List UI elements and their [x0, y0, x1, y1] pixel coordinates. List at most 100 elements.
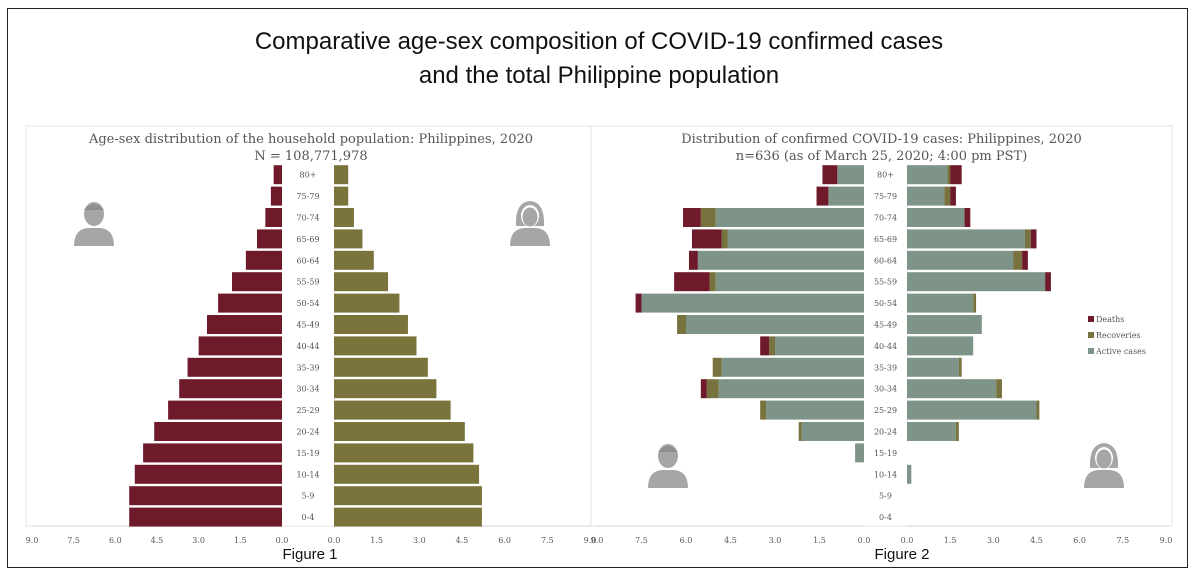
- age-group-label: 70-74: [874, 214, 897, 223]
- bar-male-recoveries: [706, 379, 719, 399]
- bar-female-recoveries: [958, 357, 962, 377]
- x-tick-label: 3.0: [987, 536, 1000, 545]
- bar-male-deaths: [691, 229, 722, 249]
- bar-male: [168, 400, 282, 420]
- age-group-label: 55-59: [296, 278, 319, 287]
- bar-female-active-cases: [907, 336, 974, 356]
- age-group-label: 30-34: [874, 385, 897, 394]
- age-group-label: 10-14: [874, 470, 897, 479]
- x-tick-label: 6.0: [109, 536, 122, 545]
- age-group-label: 5-9: [879, 492, 892, 501]
- x-tick-label: 6.0: [498, 536, 511, 545]
- bar-male-active-cases: [775, 336, 864, 356]
- bar-female-active-cases: [907, 165, 948, 185]
- bar-female-active-cases: [907, 186, 945, 206]
- x-tick-label: 1.5: [234, 536, 247, 545]
- x-tick-label: 0.0: [276, 536, 289, 545]
- bar-female-recoveries: [944, 186, 951, 206]
- x-tick-label: 6.0: [1073, 536, 1086, 545]
- age-group-label: 0-4: [879, 513, 892, 522]
- age-group-label: 50-54: [296, 299, 319, 308]
- bar-female-active-cases: [907, 272, 1046, 292]
- x-tick-label: 4.5: [724, 536, 737, 545]
- x-tick-label: 7.5: [1116, 536, 1129, 545]
- bar-female-active-cases: [907, 379, 997, 399]
- bar-female-deaths: [950, 186, 956, 206]
- body-shape: [510, 228, 550, 246]
- bar-male-recoveries: [677, 315, 686, 334]
- bar-female-deaths: [950, 165, 962, 185]
- bar-female-active-cases: [907, 315, 982, 334]
- bar-female: [334, 293, 400, 313]
- legend-label: Deaths: [1096, 315, 1124, 324]
- age-group-label: 45-49: [296, 321, 319, 330]
- bar-male-deaths: [822, 165, 838, 185]
- person-male-icon: [74, 202, 114, 246]
- bar-male: [265, 208, 282, 227]
- legend-label: Active cases: [1095, 347, 1146, 356]
- bar-male-active-cases: [855, 443, 864, 463]
- bar-male: [207, 315, 282, 334]
- bar-female-recoveries: [996, 379, 1002, 399]
- age-group-label: 5-9: [302, 492, 315, 501]
- bar-female-deaths: [1030, 229, 1037, 249]
- bar-female-deaths: [1022, 250, 1028, 270]
- figure2-caption: Figure 2: [874, 546, 930, 563]
- head-shape: [522, 207, 538, 227]
- x-tick-label: 3.0: [413, 536, 426, 545]
- age-group-label: 20-24: [874, 428, 897, 437]
- bar-male: [129, 507, 282, 527]
- x-tick-label: 0.0: [328, 536, 341, 545]
- chart-subtitle: n=636 (as of March 25, 2020; 4:00 pm PST…: [736, 149, 1028, 164]
- bar-female-active-cases: [907, 293, 974, 313]
- bar-female-recoveries: [973, 293, 977, 313]
- main-title-line2: and the total Philippine population: [418, 62, 780, 89]
- bar-male-active-cases: [715, 272, 864, 292]
- bar-female: [334, 400, 451, 420]
- bar-female-active-cases: [907, 250, 1014, 270]
- age-group-label: 65-69: [874, 235, 897, 244]
- body-shape: [74, 228, 114, 246]
- x-tick-label: 6.0: [680, 536, 693, 545]
- bar-female: [334, 229, 363, 249]
- bar-male-active-cases: [697, 250, 864, 270]
- age-group-label: 75-79: [296, 192, 319, 201]
- main-title-line1: Comparative age-sex composition of COVID…: [254, 28, 944, 55]
- bar-female: [334, 486, 482, 506]
- chart-title: Distribution of confirmed COVID-19 cases…: [681, 132, 1082, 147]
- x-tick-label: 7.5: [541, 536, 554, 545]
- age-group-label: 80+: [877, 171, 894, 180]
- bar-male: [273, 165, 282, 185]
- bar-male: [129, 486, 282, 506]
- bar-male: [257, 229, 282, 249]
- bar-male: [179, 379, 282, 399]
- x-tick-label: 3.0: [769, 536, 782, 545]
- age-group-label: 45-49: [874, 321, 897, 330]
- age-group-label: 60-64: [296, 256, 319, 265]
- bar-female: [334, 357, 428, 377]
- x-tick-label: 1.5: [370, 536, 383, 545]
- age-group-label: 60-64: [874, 256, 897, 265]
- bar-female: [334, 165, 349, 185]
- x-tick-label: 4.5: [1030, 536, 1043, 545]
- bar-female: [334, 315, 408, 334]
- age-group-label: 30-34: [296, 385, 319, 394]
- age-group-label: 55-59: [874, 278, 897, 287]
- bar-female: [334, 464, 480, 484]
- bar-male: [245, 250, 282, 270]
- age-group-label: 15-19: [296, 449, 319, 458]
- bar-female-recoveries: [1036, 400, 1040, 420]
- x-tick-label: 0.0: [858, 536, 871, 545]
- bar-male-recoveries: [721, 229, 728, 249]
- bar-male-active-cases: [641, 293, 864, 313]
- chart-title: Age-sex distribution of the household po…: [88, 132, 533, 147]
- bar-female-active-cases: [907, 464, 912, 484]
- x-tick-label: 9.0: [1160, 536, 1173, 545]
- bar-female: [334, 250, 374, 270]
- person-male-icon: [648, 444, 688, 488]
- bar-female: [334, 336, 417, 356]
- figure1-caption: Figure 1: [282, 546, 338, 563]
- x-tick-label: 7.5: [635, 536, 648, 545]
- age-group-label: 10-14: [296, 470, 319, 479]
